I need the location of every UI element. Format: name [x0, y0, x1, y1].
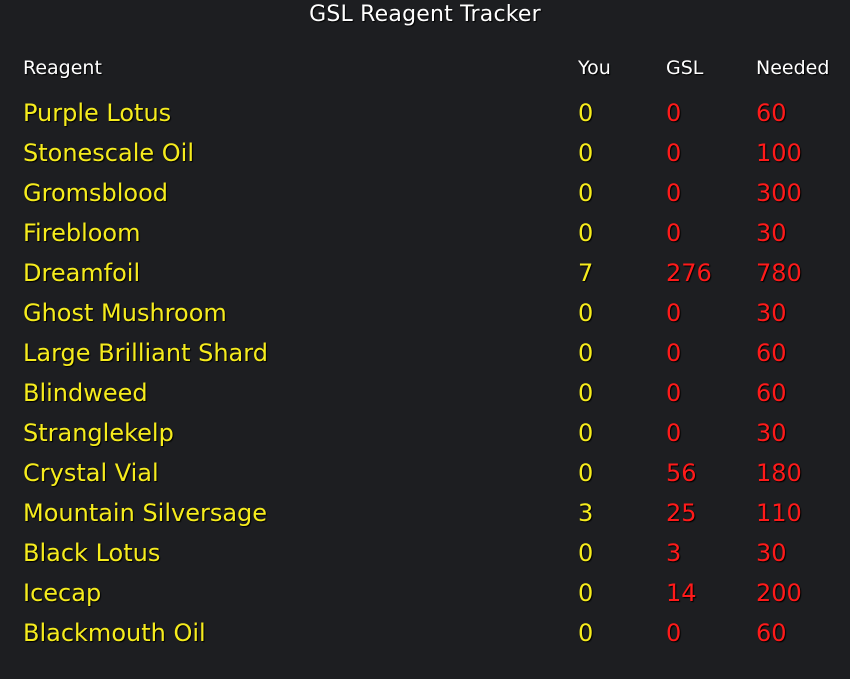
needed-count: 110 [756, 499, 802, 527]
you-count: 0 [578, 419, 594, 447]
needed-count: 180 [756, 459, 802, 487]
gsl-count: 0 [666, 179, 682, 207]
table-row: Firebloom 0 0 30 [0, 216, 850, 256]
header-you: You [578, 57, 611, 79]
you-count: 3 [578, 499, 594, 527]
reagent-name: Black Lotus [23, 539, 161, 567]
you-count: 0 [578, 459, 594, 487]
gsl-count: 14 [666, 579, 697, 607]
needed-count: 60 [756, 99, 787, 127]
needed-count: 60 [756, 339, 787, 367]
you-count: 0 [578, 139, 594, 167]
table-row: Gromsblood 0 0 300 [0, 176, 850, 216]
table-row: Blindweed 0 0 60 [0, 376, 850, 416]
gsl-count: 0 [666, 219, 682, 247]
reagent-name: Mountain Silversage [23, 499, 268, 527]
needed-count: 30 [756, 419, 787, 447]
reagent-name: Stranglekelp [23, 419, 174, 447]
you-count: 0 [578, 179, 594, 207]
needed-count: 30 [756, 539, 787, 567]
table-row: Icecap 0 14 200 [0, 576, 850, 616]
you-count: 7 [578, 259, 594, 287]
table-row: Crystal Vial 0 56 180 [0, 456, 850, 496]
needed-count: 200 [756, 579, 802, 607]
needed-count: 60 [756, 379, 787, 407]
gsl-count: 0 [666, 419, 682, 447]
gsl-count: 25 [666, 499, 697, 527]
reagent-name: Purple Lotus [23, 99, 172, 127]
gsl-count: 0 [666, 339, 682, 367]
gsl-count: 0 [666, 99, 682, 127]
you-count: 0 [578, 299, 594, 327]
reagent-name: Ghost Mushroom [23, 299, 227, 327]
you-count: 0 [578, 219, 594, 247]
gsl-count: 0 [666, 619, 682, 647]
you-count: 0 [578, 339, 594, 367]
reagent-name: Large Brilliant Shard [23, 339, 268, 367]
needed-count: 300 [756, 179, 802, 207]
header-needed: Needed [756, 57, 830, 79]
table-row: Stonescale Oil 0 0 100 [0, 136, 850, 176]
table-row: Black Lotus 0 3 30 [0, 536, 850, 576]
table-row: Purple Lotus 0 0 60 [0, 96, 850, 136]
reagent-name: Stonescale Oil [23, 139, 194, 167]
reagent-name: Icecap [23, 579, 102, 607]
you-count: 0 [578, 539, 594, 567]
window-title: GSL Reagent Tracker [309, 2, 541, 27]
gsl-count: 0 [666, 299, 682, 327]
reagent-name: Crystal Vial [23, 459, 159, 487]
gsl-count: 56 [666, 459, 697, 487]
table-row: Dreamfoil 7 276 780 [0, 256, 850, 296]
reagent-name: Firebloom [23, 219, 141, 247]
table-row: Blackmouth Oil 0 0 60 [0, 616, 850, 656]
needed-count: 30 [756, 219, 787, 247]
reagent-list: Purple Lotus 0 0 60 Stonescale Oil 0 0 1… [0, 96, 850, 656]
needed-count: 60 [756, 619, 787, 647]
gsl-count: 3 [666, 539, 682, 567]
you-count: 0 [578, 379, 594, 407]
table-row: Large Brilliant Shard 0 0 60 [0, 336, 850, 376]
gsl-count: 276 [666, 259, 712, 287]
you-count: 0 [578, 99, 594, 127]
reagent-name: Gromsblood [23, 179, 169, 207]
header-gsl: GSL [666, 57, 704, 79]
you-count: 0 [578, 619, 594, 647]
gsl-count: 0 [666, 139, 682, 167]
you-count: 0 [578, 579, 594, 607]
table-row: Ghost Mushroom 0 0 30 [0, 296, 850, 336]
reagent-name: Blindweed [23, 379, 148, 407]
reagent-name: Blackmouth Oil [23, 619, 206, 647]
table-row: Mountain Silversage 3 25 110 [0, 496, 850, 536]
needed-count: 100 [756, 139, 802, 167]
gsl-count: 0 [666, 379, 682, 407]
reagent-name: Dreamfoil [23, 259, 141, 287]
needed-count: 30 [756, 299, 787, 327]
needed-count: 780 [756, 259, 802, 287]
table-row: Stranglekelp 0 0 30 [0, 416, 850, 456]
header-reagent: Reagent [23, 57, 102, 79]
table-header: Reagent You GSL Needed [0, 57, 850, 83]
